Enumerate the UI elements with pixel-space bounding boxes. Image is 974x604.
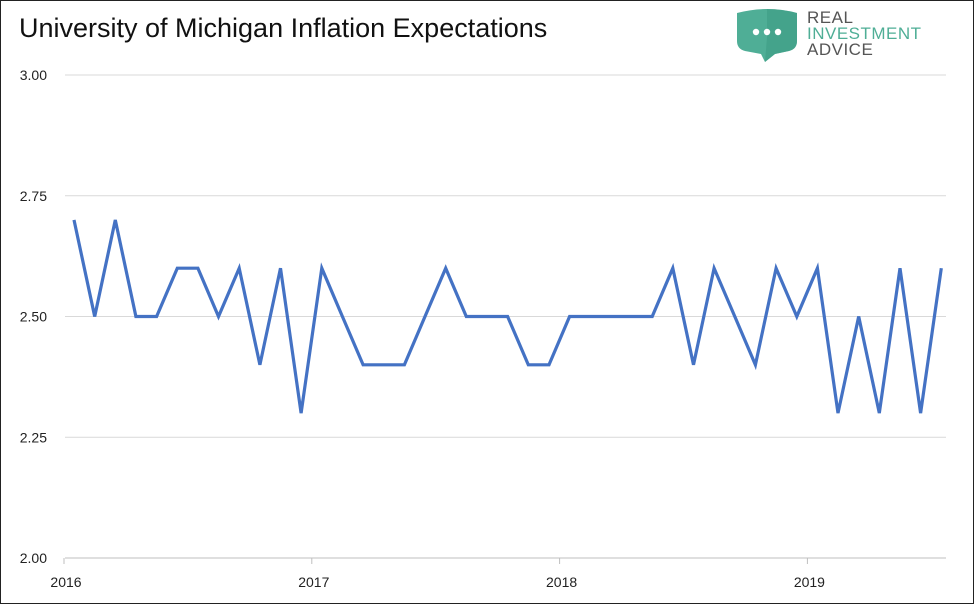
grid-lines xyxy=(65,74,946,438)
series-line-0 xyxy=(72,219,943,414)
x-tick-labels: 2016 2017 2018 2019 xyxy=(50,574,825,590)
y-tick-label: 2.00 xyxy=(20,550,47,566)
logo-line-real: REAL xyxy=(807,8,854,27)
y-tick-labels: 3.00 2.75 2.50 2.25 2.00 xyxy=(20,67,47,566)
series-lines xyxy=(72,219,943,414)
x-tick-label: 2018 xyxy=(546,574,577,590)
logo-line-advice: ADVICE xyxy=(807,40,874,59)
x-axis xyxy=(63,557,946,564)
x-tick-label: 2017 xyxy=(298,574,329,590)
logo-line-investment: INVESTMENT xyxy=(807,24,922,43)
chart-title: University of Michigan Inflation Expecta… xyxy=(19,13,548,43)
x-tick-label: 2016 xyxy=(50,574,81,590)
y-tick-label: 2.75 xyxy=(20,188,47,204)
y-tick-label: 3.00 xyxy=(20,67,47,83)
real-investment-advice-logo: REAL INVESTMENT ADVICE xyxy=(735,7,967,65)
chat-bubble-icon xyxy=(737,9,797,62)
y-tick-label: 2.50 xyxy=(20,309,47,325)
x-tick-label: 2019 xyxy=(794,574,825,590)
y-tick-label: 2.25 xyxy=(20,429,47,445)
